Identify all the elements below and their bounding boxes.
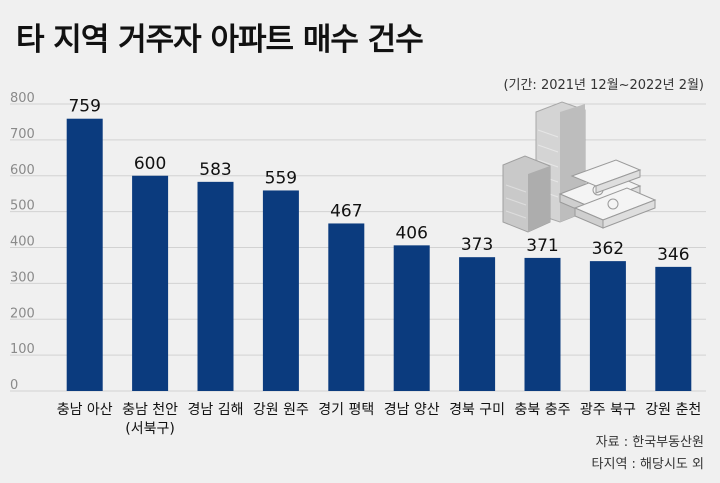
y-tick-label: 700: [10, 127, 35, 142]
y-tick-label: 200: [10, 306, 35, 321]
page-title: 타 지역 거주자 아파트 매수 건수: [16, 22, 424, 58]
bar: [132, 175, 169, 391]
value-label: 406: [395, 223, 427, 243]
category-label: 충남 천안: [122, 402, 178, 418]
value-labels: 759 600 583 559 467 406 373 371 362 346: [68, 97, 689, 265]
bar: [524, 257, 561, 391]
category-label: 강원 원주: [253, 402, 309, 418]
value-label: 346: [657, 245, 689, 265]
note-text: 타지역 : 해당시도 외: [591, 457, 704, 472]
y-tick-label: 800: [10, 91, 35, 106]
period-note: (기간: 2021년 12월~2022년 2월): [503, 78, 704, 93]
bar: [262, 190, 299, 391]
y-tick-label: 100: [10, 342, 35, 357]
bar: [589, 261, 626, 391]
category-label: (서북구): [125, 421, 175, 437]
value-label: 467: [330, 201, 362, 221]
bar: [655, 266, 692, 391]
value-label: 362: [592, 239, 624, 259]
bar: [328, 223, 365, 391]
y-axis-ticks: 0 100 200 300 400 500 600 700 800: [10, 91, 35, 393]
category-label: 경기 평택: [318, 402, 374, 418]
source-note: 자료 : 한국부동산원 타지역 : 해당시도 외: [592, 432, 704, 476]
category-label: 강원 춘천: [645, 402, 701, 418]
bar: [393, 245, 430, 391]
value-label: 600: [134, 154, 166, 174]
category-label: 충북 충주: [515, 402, 571, 418]
y-tick-label: 400: [10, 235, 35, 250]
value-label: 559: [265, 168, 297, 188]
value-label: 373: [461, 235, 493, 255]
category-label: 경남 김해: [188, 402, 244, 418]
value-label: 583: [199, 160, 231, 180]
category-label: 광주 북구: [580, 402, 636, 418]
buildings-and-money-illustration: [502, 101, 657, 233]
value-label: 759: [68, 97, 100, 117]
y-tick-label: 600: [10, 163, 35, 178]
value-label: 371: [526, 236, 558, 256]
y-tick-label: 300: [10, 270, 35, 285]
bar: [459, 257, 496, 391]
category-label: 충남 아산: [57, 402, 113, 418]
y-tick-label: 0: [10, 378, 18, 393]
source-text: 자료 : 한국부동산원: [595, 435, 704, 450]
category-labels: 충남 아산 충남 천안 (서북구) 경남 김해 강원 원주 경기 평택 경남 양산 경북 구미…: [57, 402, 702, 437]
bars: [66, 118, 692, 392]
category-label: 경북 구미: [449, 402, 505, 418]
bar: [66, 118, 103, 392]
y-tick-label: 500: [10, 199, 35, 214]
bar: [197, 181, 234, 391]
category-label: 경남 양산: [384, 402, 440, 418]
